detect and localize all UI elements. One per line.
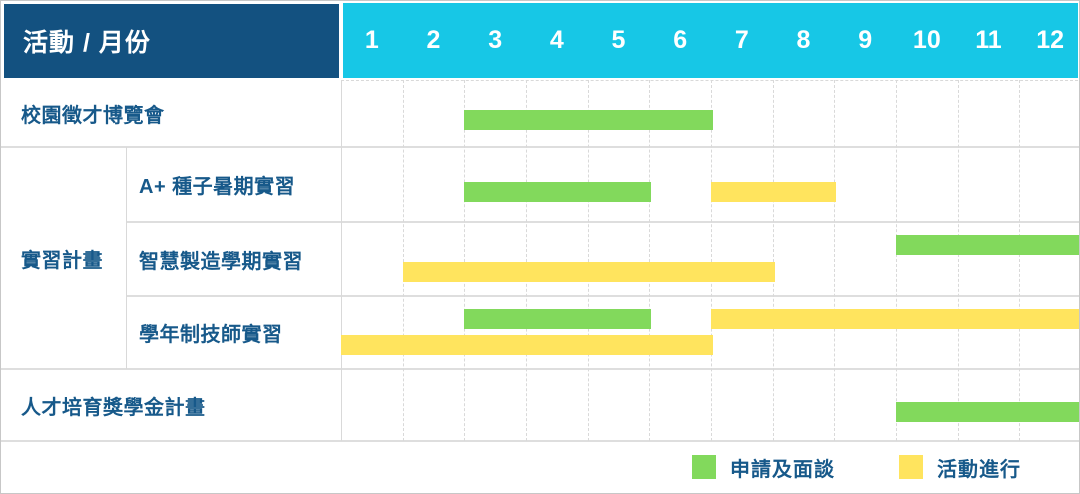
month-header <box>343 3 1078 78</box>
month-label-9: 9 <box>858 26 873 54</box>
month-gridline <box>588 80 589 441</box>
legend-activity-label: 活動進行 <box>937 458 1021 481</box>
month-label-6: 6 <box>673 26 688 54</box>
month-gridline <box>896 80 897 441</box>
row-divider <box>1 368 1079 370</box>
row-divider <box>1 146 1079 148</box>
row-label-campus-fair: 校園徵才博覽會 <box>21 105 165 127</box>
month-label-3: 3 <box>488 26 503 54</box>
grid-top-divider <box>341 80 1078 81</box>
month-gridline <box>834 80 835 441</box>
month-gridline <box>958 80 959 441</box>
month-gridline <box>649 80 650 441</box>
legend-apply-label: 申請及面談 <box>730 458 835 481</box>
gantt-bar-activity <box>403 262 775 282</box>
gantt-bar-apply <box>896 402 1079 422</box>
header-corner: 活動 / 月份 <box>4 4 339 78</box>
gantt-bar-activity <box>711 309 1079 329</box>
row-label-year-technician: 學年制技師實習 <box>139 324 283 346</box>
group-column-divider <box>126 147 127 369</box>
row-divider <box>1 440 1079 442</box>
legend-apply-swatch <box>692 455 716 479</box>
month-gridline <box>403 80 404 441</box>
row-label-aplus-summer: A+ 種子暑期實習 <box>139 176 296 198</box>
row-divider <box>126 295 1079 297</box>
gantt-bar-activity <box>711 182 836 202</box>
gantt-bar-activity <box>341 335 713 355</box>
legend: 申請及面談 活動進行 <box>1 441 1079 493</box>
month-label-10: 10 <box>912 26 941 54</box>
month-gridline <box>773 80 774 441</box>
month-label-8: 8 <box>796 26 811 54</box>
month-label-11: 11 <box>975 26 1002 54</box>
month-label-12: 12 <box>1036 26 1065 54</box>
month-gridline <box>1019 80 1020 441</box>
legend-activity-swatch <box>899 455 923 479</box>
month-gridline <box>526 80 527 441</box>
month-gridline <box>464 80 465 441</box>
label-column-divider <box>341 80 342 441</box>
month-label-1: 1 <box>364 26 379 54</box>
gantt-bar-apply <box>896 235 1079 255</box>
group-label-internship: 實習計畫 <box>21 249 103 272</box>
gantt-bar-apply <box>464 309 651 329</box>
month-gridline <box>711 80 712 441</box>
month-label-4: 4 <box>549 26 564 54</box>
gantt-bar-apply <box>464 182 651 202</box>
chart-title: 活動 / 月份 <box>23 29 151 57</box>
row-label-smart-mfg: 智慧製造學期實習 <box>139 250 303 273</box>
month-label-7: 7 <box>734 26 749 54</box>
month-label-2: 2 <box>426 26 441 54</box>
row-label-scholarship: 人才培育獎學金計畫 <box>21 396 206 419</box>
month-label-5: 5 <box>611 26 626 54</box>
row-divider <box>126 221 1079 223</box>
gantt-bar-apply <box>464 110 713 130</box>
